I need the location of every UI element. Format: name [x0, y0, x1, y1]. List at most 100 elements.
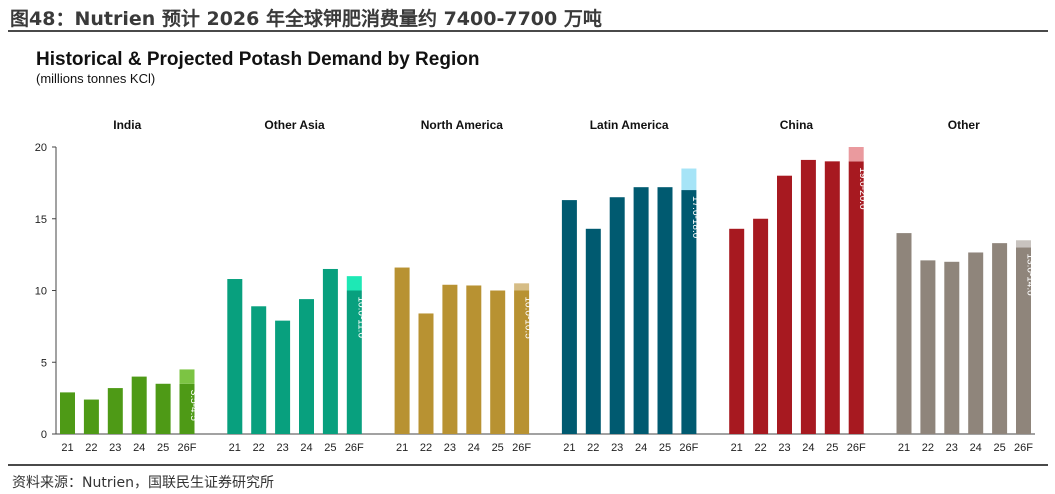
forecast-range-bar	[179, 369, 195, 384]
x-tick-label: 23	[946, 442, 958, 454]
x-tick-label: 25	[157, 442, 169, 454]
bar	[609, 197, 625, 434]
forecast-range-label: 10.0-10.5	[523, 297, 534, 340]
bar	[800, 159, 816, 434]
bar	[466, 285, 482, 434]
x-tick-label: 26F	[512, 442, 531, 454]
x-tick-label: 25	[492, 442, 504, 454]
y-tick-label: 20	[35, 142, 47, 154]
bar	[944, 261, 960, 434]
forecast-bar	[681, 190, 697, 434]
bar	[322, 268, 338, 434]
bar	[633, 187, 649, 434]
x-tick-label: 22	[754, 442, 766, 454]
bar	[896, 233, 912, 434]
x-tick-label: 24	[468, 442, 480, 454]
figure-caption: 图48：Nutrien 预计 2026 年全球钾肥消费量约 7400-7700 …	[10, 8, 602, 30]
x-tick-label: 26F	[1014, 442, 1033, 454]
bar	[418, 313, 434, 434]
x-tick-label: 26F	[679, 442, 698, 454]
x-tick-label: 23	[444, 442, 456, 454]
x-tick-label: 25	[826, 442, 838, 454]
x-tick-label: 22	[587, 442, 599, 454]
region-label: Other Asia	[264, 118, 325, 132]
x-tick-label: 23	[109, 442, 121, 454]
x-tick-label: 23	[611, 442, 623, 454]
forecast-range-bar	[346, 276, 362, 291]
x-tick-label: 22	[253, 442, 265, 454]
x-tick-label: 23	[276, 442, 288, 454]
x-tick-label: 24	[802, 442, 814, 454]
x-tick-label: 22	[922, 442, 934, 454]
x-tick-label: 25	[324, 442, 336, 454]
forecast-range-label: 19.0-20.0	[857, 167, 868, 210]
x-tick-label: 25	[659, 442, 671, 454]
bar	[275, 320, 291, 434]
bar	[442, 284, 458, 434]
forecast-bar	[514, 290, 530, 434]
x-tick-label: 21	[898, 442, 910, 454]
x-tick-label: 21	[396, 442, 408, 454]
forecast-bar	[848, 161, 864, 434]
region-label: Other	[948, 118, 980, 132]
y-tick-label: 10	[35, 286, 47, 298]
bar	[131, 376, 147, 434]
bar	[155, 383, 171, 434]
source-note: 资料来源：Nutrien，国联民生证券研究所	[12, 475, 274, 491]
bar	[490, 290, 506, 434]
forecast-bar	[179, 383, 195, 434]
forecast-range-label: 3.5-4.5	[188, 390, 199, 422]
x-tick-label: 21	[61, 442, 73, 454]
bar	[227, 279, 243, 434]
bar	[824, 161, 840, 434]
forecast-range-bar	[681, 168, 697, 191]
x-tick-label: 21	[229, 442, 241, 454]
bar	[968, 252, 984, 434]
region-label: China	[780, 118, 814, 132]
bar	[585, 228, 601, 434]
x-tick-label: 21	[731, 442, 743, 454]
forecast-range-label: 17.0-18.0	[690, 196, 701, 239]
bar	[920, 260, 936, 434]
x-tick-label: 22	[85, 442, 97, 454]
plot-area: 0 5 10 15 20 India 3.5-4.5 21 22 23 24 25 26F Other A…	[35, 118, 1036, 454]
x-tick-label: 24	[300, 442, 312, 454]
bar	[60, 392, 75, 434]
forecast-range-bar	[514, 283, 530, 291]
x-tick-label: 25	[993, 442, 1005, 454]
bar	[753, 218, 769, 434]
region-label: North America	[421, 118, 504, 132]
bar	[251, 306, 267, 434]
x-tick-label: 23	[778, 442, 790, 454]
bar	[299, 299, 314, 434]
potash-demand-chart: Historical & Projected Potash Demand by …	[35, 49, 1036, 454]
chart-subtitle: (millions tonnes KCl)	[36, 71, 155, 86]
bar	[777, 175, 792, 434]
x-tick-label: 26F	[178, 442, 197, 454]
bar	[83, 399, 99, 434]
bar	[561, 200, 577, 434]
bar	[729, 228, 745, 434]
forecast-range-label: 13.0-14.0	[1025, 253, 1036, 296]
bar	[657, 187, 673, 434]
top-rule	[8, 30, 1048, 32]
y-tick-label: 5	[41, 357, 47, 369]
y-tick-label: 0	[41, 429, 47, 441]
x-tick-label: 22	[420, 442, 432, 454]
figure-header: 图48：Nutrien 预计 2026 年全球钾肥消费量约 7400-7700 …	[0, 0, 1055, 38]
bar	[992, 243, 1008, 434]
forecast-range-bar	[848, 147, 864, 162]
bar	[394, 267, 410, 434]
bottom-rule	[8, 464, 1048, 466]
forecast-range-label: 10.0-11.0	[355, 297, 366, 339]
forecast-bar	[1016, 247, 1031, 434]
forecast-range-bar	[1016, 240, 1031, 248]
x-tick-label: 24	[635, 442, 647, 454]
chart-title: Historical & Projected Potash Demand by …	[36, 49, 479, 70]
bar	[107, 388, 123, 434]
forecast-bar	[346, 290, 362, 434]
x-tick-label: 21	[563, 442, 575, 454]
y-tick-label: 15	[35, 214, 47, 226]
region-label: India	[113, 118, 141, 132]
x-tick-label: 24	[970, 442, 982, 454]
